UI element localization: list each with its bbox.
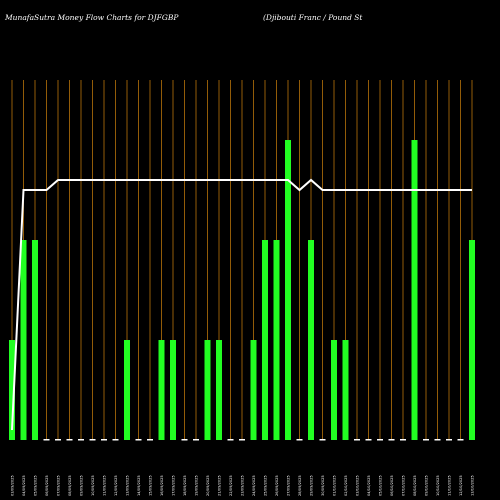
bar-zero: [239, 439, 245, 441]
x-tick-label: 05/10/2025: [379, 475, 383, 496]
bar-zero: [296, 439, 303, 441]
bars: [9, 140, 475, 441]
bar-zero: [89, 439, 96, 441]
x-tick-labels: 03/09/2025 04/09/2025 05/09/2025 06/09/2025…: [11, 475, 475, 496]
bar-zero: [147, 439, 153, 441]
x-tick-label: 01/10/2025: [333, 475, 337, 496]
chart-title-left: MunafaSutra Money Flow Charts for DJFGBP: [4, 13, 179, 22]
x-tick-label: 20/09/2025: [206, 475, 210, 496]
bar-zero: [365, 439, 372, 441]
bar-zero: [388, 439, 395, 441]
bar: [9, 340, 15, 440]
x-tick-label: 13/10/2025: [471, 475, 475, 496]
x-tick-label: 08/10/2025: [413, 475, 417, 496]
bar-zero: [423, 439, 429, 441]
bar: [273, 240, 280, 440]
x-tick-label: 12/09/2025: [114, 475, 118, 496]
bar: [285, 140, 291, 440]
bar-zero: [78, 439, 84, 441]
x-tick-label: 18/09/2025: [183, 475, 187, 496]
bar-zero: [55, 439, 61, 441]
bar-zero: [43, 439, 50, 441]
x-tick-label: 14/09/2025: [137, 475, 141, 496]
x-tick-label: 02/10/2025: [344, 475, 348, 496]
x-tick-label: 05/09/2025: [34, 475, 38, 496]
x-tick-label: 10/09/2025: [91, 475, 95, 496]
x-tick-label: 28/09/2025: [298, 475, 302, 496]
bar: [216, 340, 222, 440]
x-tick-label: 23/09/2025: [241, 475, 245, 496]
x-tick-label: 15/09/2025: [149, 475, 153, 496]
bar-zero: [227, 439, 234, 441]
bar: [158, 340, 165, 440]
bar-zero: [112, 439, 119, 441]
x-tick-label: 04/09/2025: [22, 475, 26, 496]
x-tick-label: 06/09/2025: [45, 475, 49, 496]
bar-zero: [434, 439, 441, 441]
bar: [170, 340, 176, 440]
bar: [20, 240, 27, 440]
x-tick-label: 17/09/2025: [172, 475, 176, 496]
x-tick-label: 19/09/2025: [195, 475, 199, 496]
chart-title-right: (Djibouti Franc / Pound St: [263, 13, 363, 22]
bar: [308, 240, 314, 440]
bar-zero: [101, 439, 107, 441]
x-tick-label: 07/09/2025: [57, 475, 61, 496]
bar: [250, 340, 257, 440]
x-tick-label: 26/09/2025: [275, 475, 279, 496]
bar-zero: [193, 439, 199, 441]
bar: [124, 340, 130, 440]
x-tick-label: 04/10/2025: [367, 475, 371, 496]
bar: [411, 140, 418, 440]
bar: [342, 340, 349, 440]
bar: [469, 240, 475, 440]
x-tick-label: 13/09/2025: [126, 475, 130, 496]
x-tick-label: 03/10/2025: [356, 475, 360, 496]
bar-zero: [181, 439, 188, 441]
x-tick-label: 11/10/2025: [448, 475, 452, 496]
x-tick-label: 27/09/2025: [287, 475, 291, 496]
bar-zero: [377, 439, 383, 441]
x-tick-label: 16/09/2025: [160, 475, 164, 496]
x-tick-label: 22/09/2025: [229, 475, 233, 496]
bar-zero: [400, 439, 406, 441]
x-tick-label: 07/10/2025: [402, 475, 406, 496]
x-tick-label: 12/10/2025: [459, 475, 463, 496]
bar-zero: [66, 439, 73, 441]
bar-zero: [446, 439, 452, 441]
bar-zero: [135, 439, 142, 441]
bar: [331, 340, 337, 440]
x-tick-label: 30/09/2025: [321, 475, 325, 496]
bar: [204, 340, 211, 440]
x-tick-label: 29/09/2025: [310, 475, 314, 496]
x-tick-label: 03/09/2025: [11, 475, 15, 496]
x-tick-label: 11/09/2025: [103, 475, 107, 496]
money-flow-line: [11, 178, 472, 431]
x-tick-label: 06/10/2025: [390, 475, 394, 496]
grid-lines: [11, 80, 473, 440]
x-tick-label: 08/09/2025: [68, 475, 72, 496]
x-tick-label: 21/09/2025: [218, 475, 222, 496]
x-tick-label: 10/10/2025: [436, 475, 440, 496]
bar: [32, 240, 38, 440]
bar-zero: [457, 439, 464, 441]
bar-zero: [319, 439, 326, 441]
bar: [262, 240, 268, 440]
x-tick-label: 09/10/2025: [425, 475, 429, 496]
money-flow-line-layer: [11, 178, 472, 431]
bar-zero: [354, 439, 360, 441]
x-tick-label: 25/09/2025: [264, 475, 268, 496]
x-tick-label: 09/09/2025: [80, 475, 84, 496]
x-tick-label: 24/09/2025: [252, 475, 256, 496]
